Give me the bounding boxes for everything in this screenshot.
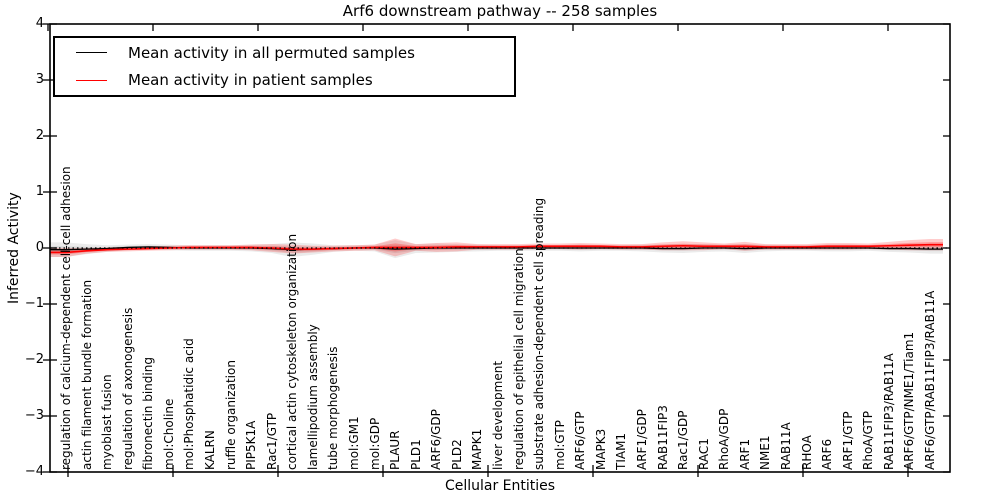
line-patient [50, 243, 943, 254]
legend-item-patient: Mean activity in patient samples [55, 67, 514, 93]
band-permuted [50, 240, 943, 259]
legend-item-permuted: Mean activity in all permuted samples [55, 40, 514, 66]
legend-label-patient: Mean activity in patient samples [128, 71, 373, 90]
permuted-line-sample-icon [76, 52, 107, 54]
patient-line-sample-icon [76, 79, 107, 81]
legend-label-permuted: Mean activity in all permuted samples [128, 43, 415, 62]
x-axis-label: Cellular Entities [444, 478, 556, 494]
legend-box: Mean activity in all permuted samples Me… [53, 36, 516, 97]
chart-title: Arf6 downstream pathway -- 258 samples [342, 2, 658, 20]
band-patient [50, 242, 943, 255]
y-axis-label: Inferred Activity [6, 192, 22, 304]
